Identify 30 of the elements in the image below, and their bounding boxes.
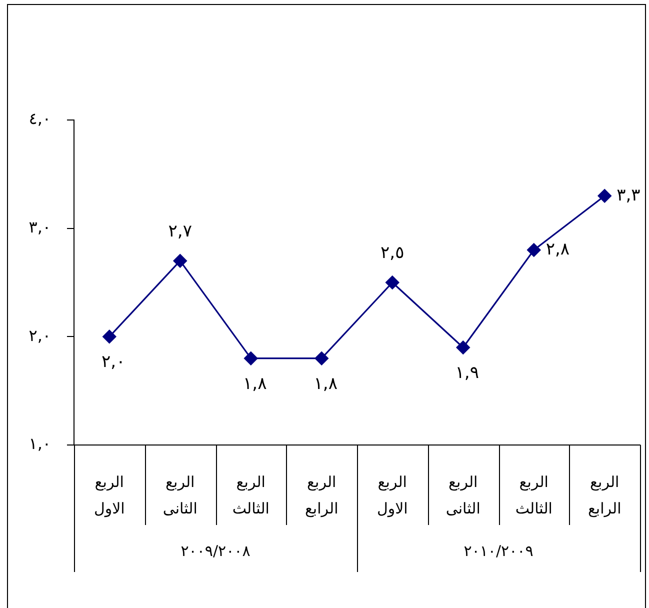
y-tick-label: ١,٠ [28,434,51,454]
x-tick-label: الربع الثانى [446,473,480,518]
data-label: ٢,٧ [168,221,192,242]
point [456,340,470,354]
text: ٢٠١٠/٢٠٠٩ [464,542,534,560]
data-label: ٣,٣ [616,185,640,206]
data-label: ١,٨ [243,374,267,394]
data-label: ١,٩ [455,362,479,383]
x-tick-label: الربع الاول [376,473,408,518]
x-tick-label: الربع الاول [94,473,125,518]
data-label: ٢,٨ [546,239,570,260]
x-tick-label: الربع الرابع [588,473,622,518]
data-label: ٢,٥ [380,242,404,263]
y-tick-label: ٤,٠ [28,109,51,128]
point [386,276,400,290]
point [527,243,541,257]
point [314,352,328,366]
y-tick-label: ٢,٠ [28,326,51,345]
point [102,330,116,344]
x-tick-label: الربع الثالث [232,473,270,518]
point [244,352,258,366]
point [173,254,187,268]
point [598,189,612,203]
x-tick-label: الربع الرابع [304,473,338,518]
x-tick-label: الربع الثالث [515,473,552,518]
y-tick-label: ٣,٠ [28,217,51,236]
text: ٢٠٠٩/٢٠٠٨ [180,542,250,560]
data-label: ١,٨ [314,374,338,394]
data-label: ٢,٠ [102,352,126,372]
x-tick-label: الربع الثانى [162,473,198,518]
